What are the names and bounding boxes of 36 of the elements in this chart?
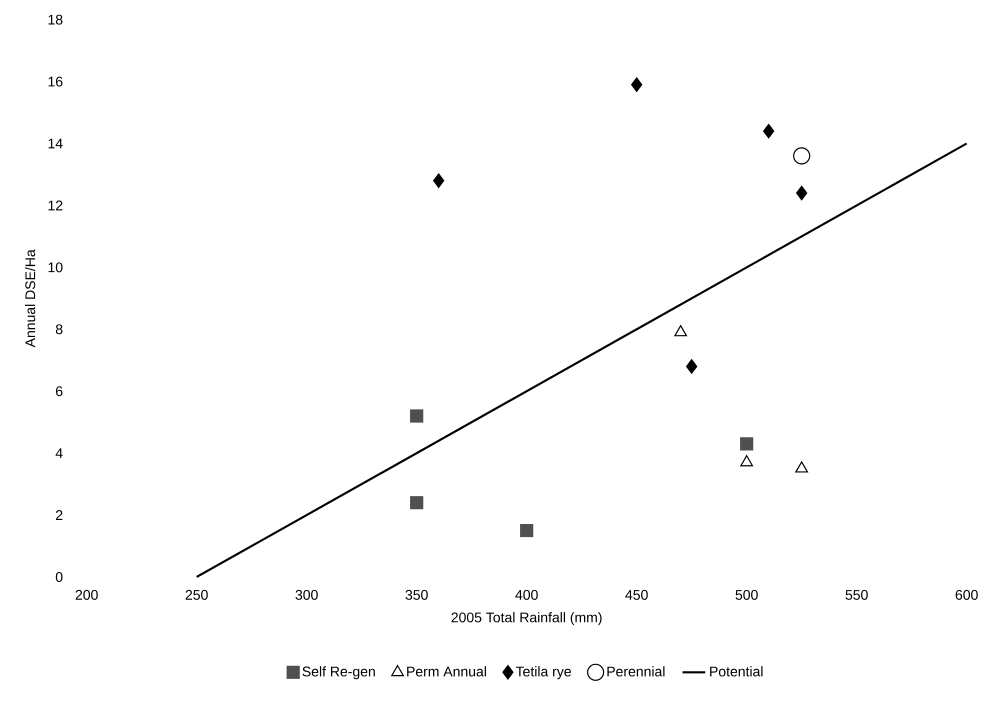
- y-tick-label: 0: [56, 572, 63, 582]
- x-tick-label: 550: [846, 590, 868, 600]
- y-tick-label: 4: [56, 448, 63, 458]
- legend-label: Self Re-gen: [302, 666, 375, 680]
- point: [520, 524, 534, 538]
- y-axis-title: Annual DSE/Ha: [24, 249, 36, 348]
- y-tick-label: 8: [56, 324, 62, 334]
- x-tick-label: 250: [186, 590, 208, 600]
- point: [793, 147, 810, 164]
- point: [410, 496, 424, 510]
- x-tick-label: 600: [956, 590, 978, 600]
- y-tick-label: 18: [48, 14, 62, 25]
- y-tick-label: 2: [56, 510, 62, 520]
- point: [740, 437, 754, 450]
- x-tick-label: 500: [736, 590, 758, 600]
- point: [796, 186, 808, 200]
- y-tick-label: 14: [48, 138, 63, 148]
- x-tick-label: 300: [296, 590, 318, 600]
- x-tick-label: 450: [625, 590, 648, 600]
- legend-label: Tetila rye: [516, 666, 571, 680]
- point: [631, 77, 642, 92]
- x-tick-label: 200: [76, 590, 98, 600]
- point: [410, 409, 424, 423]
- legend-label: Perennial: [607, 666, 664, 676]
- legend-label: Potential: [710, 666, 763, 676]
- y-tick-label: 12: [48, 200, 62, 210]
- x-tick-label: 350: [406, 590, 428, 600]
- legend-label: Perm Annual: [407, 666, 486, 676]
- x-axis-title: 2005 Total Rainfall (mm): [452, 612, 602, 626]
- y-tick-label: 16: [48, 76, 62, 87]
- point: [433, 173, 444, 188]
- point: [686, 359, 698, 374]
- y-tick-label: 10: [48, 262, 63, 272]
- x-tick-label: 400: [515, 590, 538, 600]
- y-tick-label: 6: [56, 386, 62, 396]
- point: [763, 124, 774, 138]
